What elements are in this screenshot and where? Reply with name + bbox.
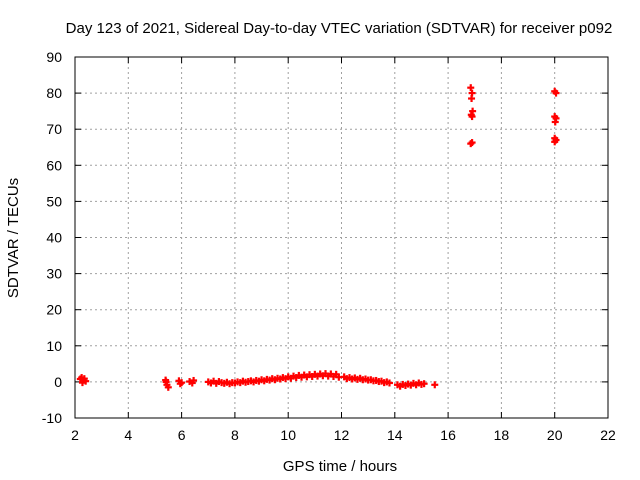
data-point [431,381,439,389]
data-point [468,95,476,103]
y-tick-label: 30 [46,266,62,282]
data-point [162,378,170,386]
data-point [551,118,559,126]
x-tick-label: 4 [124,427,132,443]
data-points [76,84,560,391]
y-tick-label: 50 [46,193,62,209]
y-tick-label: 40 [46,230,62,246]
y-tick-label: 90 [46,49,62,65]
y-tick-label: 80 [46,85,62,101]
data-point [164,383,172,391]
data-point [552,89,560,97]
x-tick-label: 12 [334,427,350,443]
x-tick-label: 2 [71,427,79,443]
x-axis-title: GPS time / hours [283,458,397,475]
y-tick-label: 10 [46,338,62,354]
y-axis-title: SDTVAR / TECUs [5,178,22,298]
data-point [178,379,186,387]
y-tick-label: 70 [46,121,62,137]
x-tick-label: 18 [494,427,510,443]
chart-title: Day 123 of 2021, Sidereal Day-to-day VTE… [66,20,613,37]
x-tick-label: 10 [280,427,296,443]
plot-frame [74,56,609,419]
y-tick-label: -10 [42,410,62,426]
data-point [190,376,198,384]
data-point [468,113,476,121]
x-tick-label: 14 [387,427,403,443]
y-tick-label: 60 [46,157,62,173]
data-point [467,84,475,92]
data-point [551,138,559,146]
data-point [468,139,476,147]
x-tick-label: 16 [440,427,456,443]
x-tick-label: 6 [178,427,186,443]
y-tick-label: 20 [46,302,62,318]
grid-layer [75,57,608,418]
x-tick-label: 8 [231,427,239,443]
data-point [78,379,86,387]
x-tick-label: 22 [600,427,616,443]
data-point [420,380,428,388]
x-tick-label: 20 [547,427,563,443]
tick-labels: 2 4 6 8 10 12 14 16 18 20 22 -10 0 10 20 30 40 50 60 70 80 90 [42,49,616,443]
data-point [385,379,393,387]
y-tick-label: 0 [54,374,62,390]
